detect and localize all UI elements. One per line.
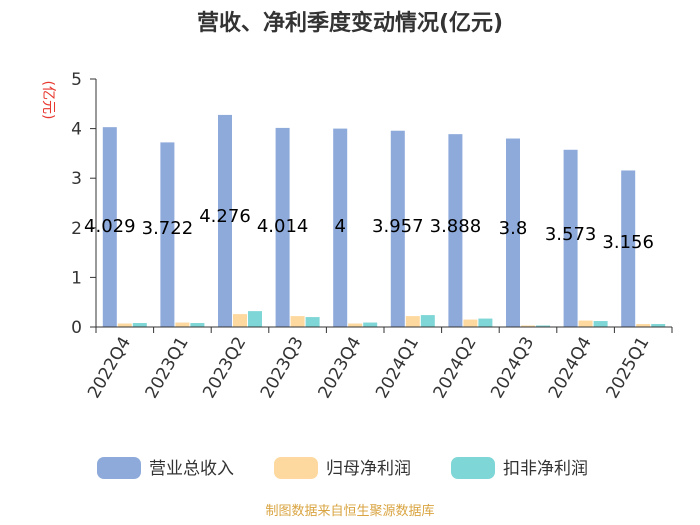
bar-revenue-2023Q3[interactable] (275, 127, 290, 327)
bar-revenue-2025Q1[interactable] (621, 170, 636, 327)
bar-net-profit-2023Q1[interactable] (175, 322, 190, 327)
y-tick-label: 1 (71, 268, 82, 288)
bar-deducted-net-profit-2024Q1[interactable] (420, 315, 435, 327)
legend[interactable]: 营业总收入 归母净利润 扣非净利润 (97, 457, 588, 479)
bar-revenue-2023Q1[interactable] (160, 142, 175, 327)
bars (102, 114, 666, 328)
bar-revenue-2023Q4[interactable] (333, 128, 348, 327)
y-axis: 0 1 2 3 4 5 (71, 70, 97, 338)
bar-deducted-net-profit-2023Q4[interactable] (363, 322, 378, 327)
legend-label: 营业总收入 (149, 459, 234, 479)
x-axis: 2022Q4 2023Q1 2023Q2 2023Q3 2023Q4 2024Q1 2024… (84, 326, 673, 402)
source-note: 制图数据来自恒生聚源数据库 (265, 503, 434, 519)
legend-label: 扣非净利润 (503, 459, 588, 479)
y-tick-label: 5 (71, 70, 82, 90)
data-label-revenue-2023Q4: 4 (334, 216, 345, 237)
y-tick-label: 0 (71, 318, 82, 338)
bar-net-profit-2022Q4[interactable] (117, 323, 132, 327)
bar-revenue-2024Q3[interactable] (506, 138, 520, 327)
data-label-revenue-2024Q3: 3.8 (499, 218, 528, 239)
bar-net-profit-2023Q2[interactable] (233, 314, 247, 327)
bar-deducted-net-profit-2025Q1[interactable] (651, 324, 666, 327)
x-tick-label: 2023Q2 (199, 334, 250, 402)
bar-deducted-net-profit-2023Q1[interactable] (190, 323, 205, 327)
x-tick-label: 2024Q3 (487, 334, 538, 402)
legend-item-revenue[interactable]: 营业总收入 (97, 457, 234, 479)
x-tick-label: 2023Q3 (257, 334, 308, 402)
bar-deducted-net-profit-2023Q2[interactable] (248, 311, 262, 327)
bar-deducted-net-profit-2022Q4[interactable] (132, 323, 147, 327)
data-label-revenue-2024Q1: 3.957 (372, 216, 424, 237)
bar-net-profit-2024Q2[interactable] (463, 319, 478, 327)
bar-net-profit-2023Q4[interactable] (348, 323, 363, 327)
data-label-revenue-2023Q2: 4.276 (199, 206, 251, 227)
legend-swatch (97, 457, 141, 479)
y-axis-label: (亿元) (40, 81, 56, 120)
y-tick-label: 4 (71, 120, 82, 140)
legend-swatch (451, 457, 495, 479)
chart-title: 营收、净利季度变动情况(亿元) (197, 10, 503, 36)
bar-deducted-net-profit-2023Q3[interactable] (305, 317, 320, 327)
y-tick-label: 2 (71, 219, 82, 239)
x-tick-label: 2022Q4 (84, 334, 135, 402)
x-tick-label: 2024Q1 (372, 334, 423, 402)
x-tick-label: 2024Q4 (545, 334, 596, 402)
bar-net-profit-2024Q1[interactable] (405, 316, 420, 327)
bar-revenue-2023Q2[interactable] (218, 114, 232, 327)
data-label-revenue-2023Q3: 4.014 (257, 216, 309, 237)
bar-net-profit-2024Q3[interactable] (521, 325, 535, 327)
y-tick-label: 3 (71, 169, 82, 189)
bar-revenue-2024Q2[interactable] (448, 134, 463, 327)
data-label-revenue-2024Q4: 3.573 (545, 224, 597, 245)
bar-revenue-2024Q1[interactable] (390, 130, 405, 327)
x-tick-label: 2023Q4 (314, 334, 365, 402)
bar-revenue-2022Q4[interactable] (102, 127, 117, 328)
bar-net-profit-2025Q1[interactable] (636, 324, 651, 327)
legend-item-net-profit[interactable]: 归母净利润 (274, 457, 411, 479)
legend-label: 归母净利润 (326, 459, 411, 479)
data-label-revenue-2024Q2: 3.888 (430, 216, 482, 237)
bar-deducted-net-profit-2024Q3[interactable] (536, 325, 550, 327)
data-label-revenue-2025Q1: 3.156 (602, 232, 654, 253)
legend-swatch (274, 457, 318, 479)
bar-net-profit-2024Q4[interactable] (578, 320, 593, 327)
bar-net-profit-2023Q3[interactable] (290, 316, 305, 327)
bar-revenue-2024Q4[interactable] (563, 149, 578, 327)
data-label-revenue-2022Q4: 4.029 (84, 216, 136, 237)
data-label-revenue-2023Q1: 3.722 (142, 218, 194, 239)
legend-item-deducted-net-profit[interactable]: 扣非净利润 (451, 457, 588, 479)
bar-deducted-net-profit-2024Q2[interactable] (478, 318, 493, 327)
x-tick-label: 2023Q1 (142, 334, 193, 402)
x-tick-label: 2025Q1 (602, 334, 653, 402)
x-tick-label: 2024Q2 (430, 334, 481, 402)
bar-deducted-net-profit-2024Q4[interactable] (593, 321, 608, 327)
